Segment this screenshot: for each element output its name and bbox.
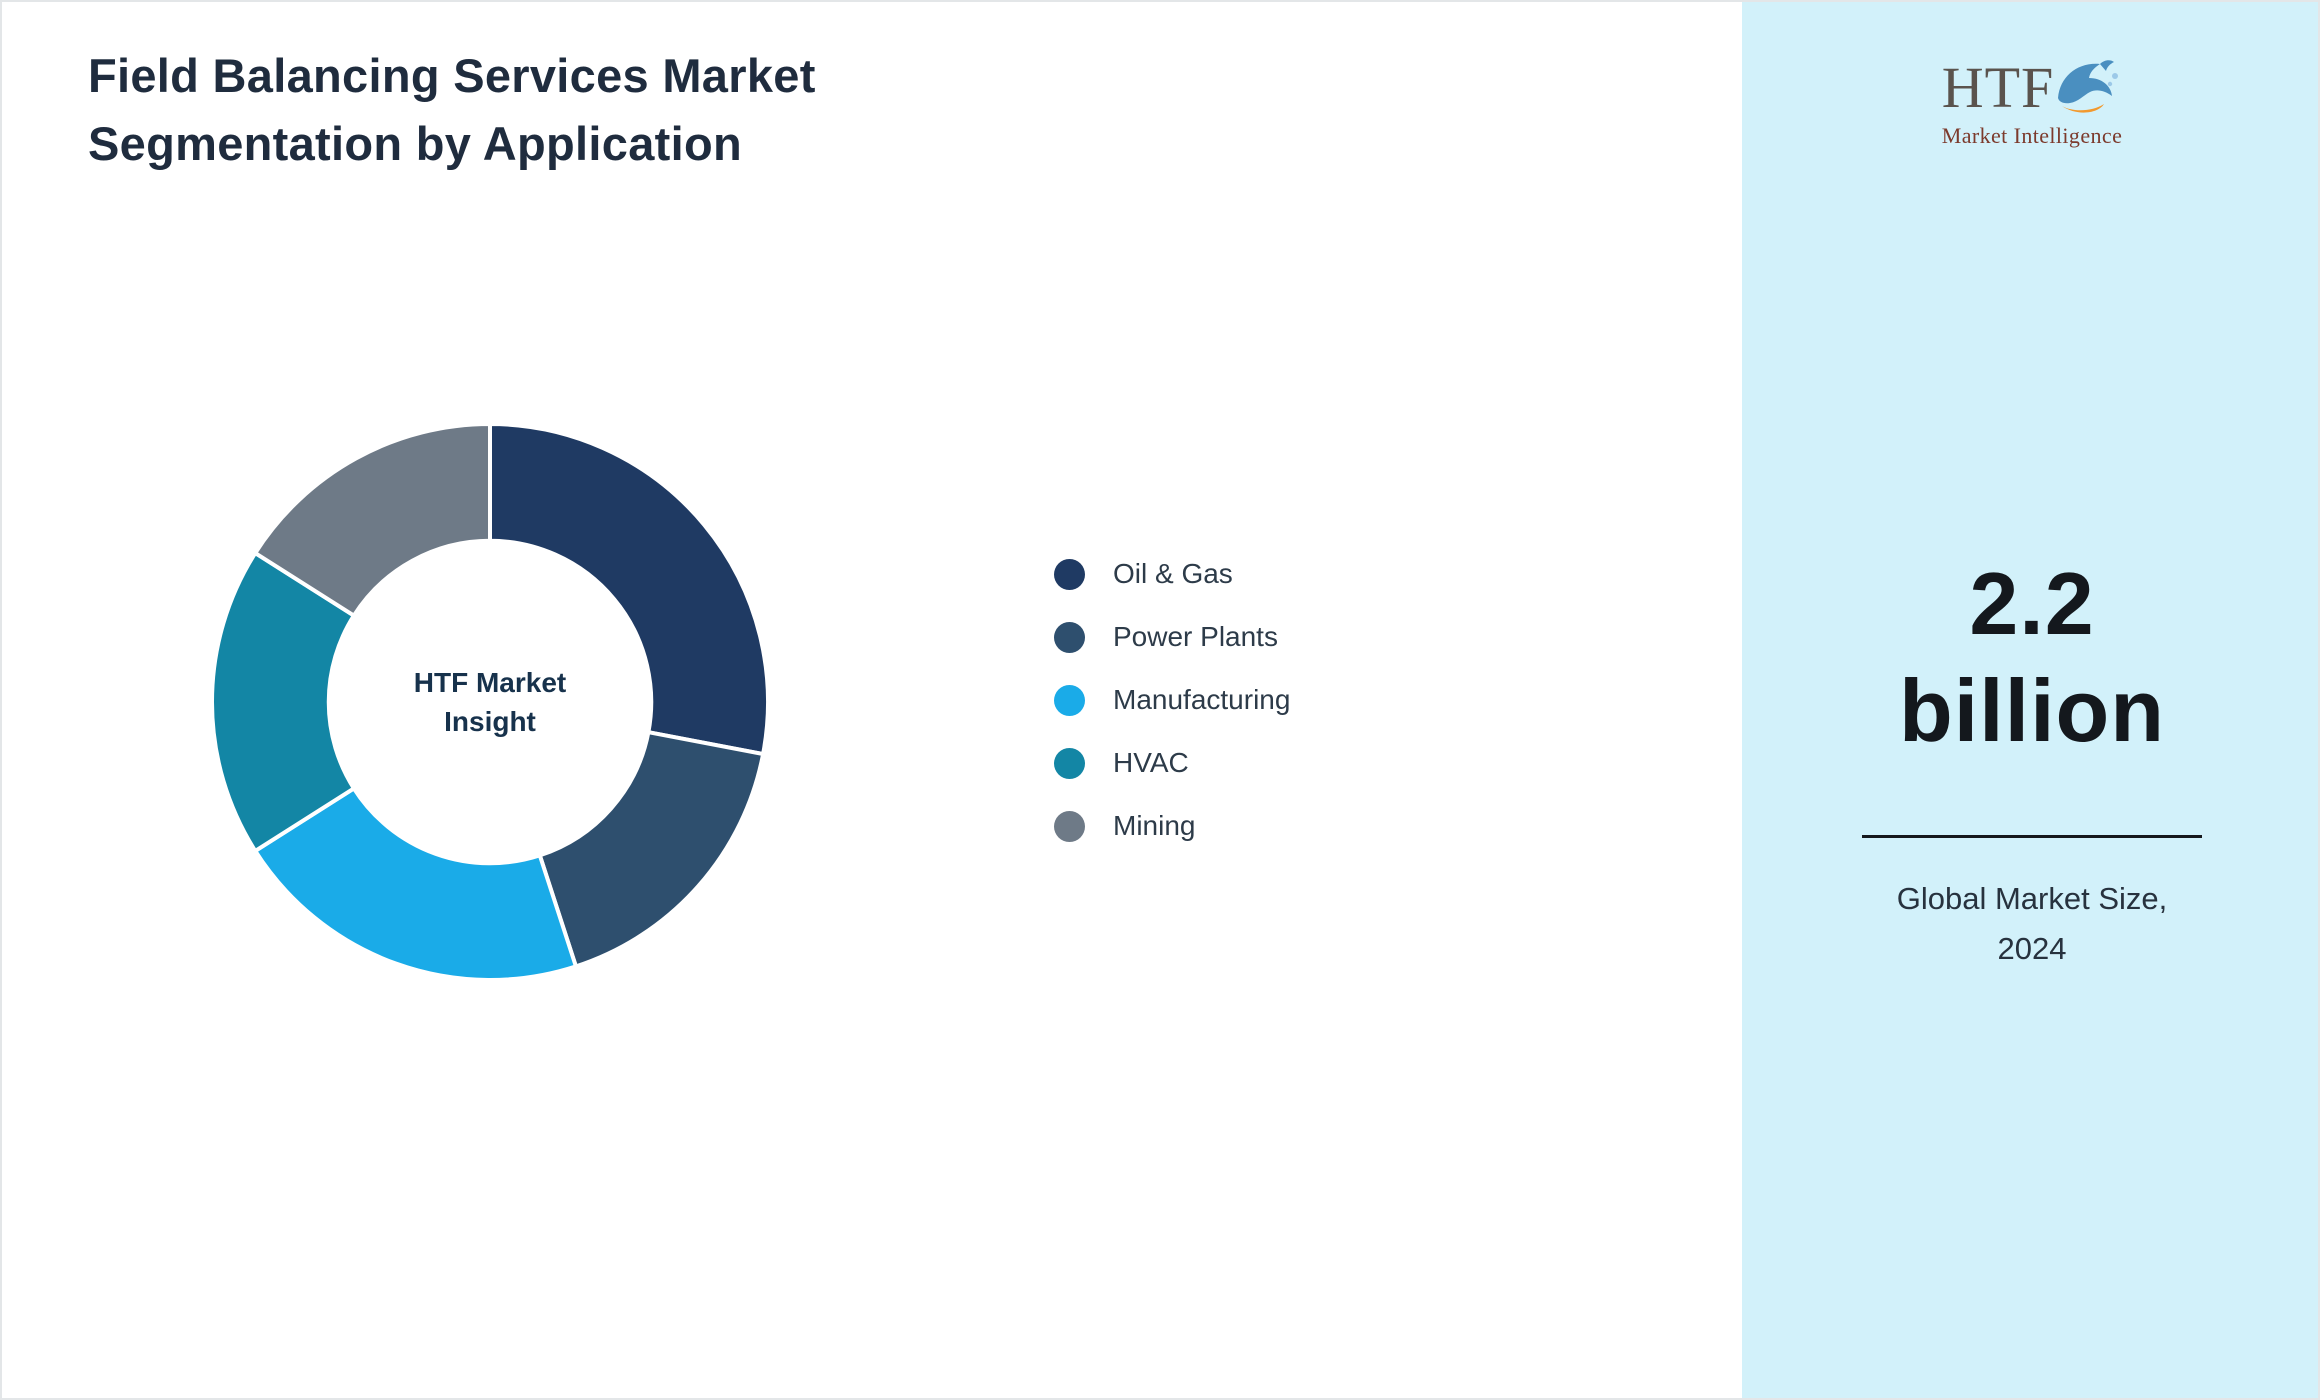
legend-label: HVAC [1113, 747, 1189, 778]
page-title: Field Balancing Services Market Segmenta… [88, 42, 816, 178]
donut-chart [202, 414, 778, 990]
stat-caption: Global Market Size, 2024 [1742, 874, 2318, 974]
legend-label: Mining [1113, 810, 1196, 841]
legend-swatch-icon [1054, 558, 1085, 590]
legend-item-power-plants: Power Plants [1054, 621, 1290, 653]
legend-item-manufacturing: Manufacturing [1054, 684, 1290, 716]
legend-label: Oil & Gas [1113, 558, 1233, 589]
brand-logo-text: HTF [1941, 55, 2055, 120]
brand-logo: HTF Market Intelligence [1742, 55, 2318, 149]
stat-value: 2.2 billion [1742, 550, 2318, 764]
stat-caption-line1: Global Market Size, [1896, 881, 2168, 916]
legend-swatch-icon [1054, 747, 1085, 779]
legend-label: Manufacturing [1113, 684, 1291, 715]
legend-item-hvac: HVAC [1054, 747, 1290, 779]
legend-swatch-icon [1054, 621, 1085, 653]
donut-slice-power-plants [537, 730, 766, 969]
legend-item-mining: Mining [1054, 810, 1290, 842]
stat-sidebar: HTF Market Intelligence 2.2 billion [1742, 2, 2318, 1398]
stat-value-line2: billion [1898, 661, 2166, 760]
dolphin-logo-icon [2048, 54, 2122, 123]
legend-swatch-icon [1054, 684, 1085, 716]
stat-value-line1: 2.2 [1969, 554, 2095, 653]
chart-legend: Oil & Gas Power Plants Manufacturing HVAC Mi… [1054, 558, 1290, 842]
brand-logo-subtext: Market Intelligence [1941, 123, 2123, 148]
legend-label: Power Plants [1113, 621, 1278, 652]
legend-swatch-icon [1054, 810, 1085, 842]
stat-caption-line2: 2024 [1997, 931, 2067, 966]
donut-slice-manufacturing [253, 786, 578, 982]
donut-slice-oil-gas [488, 422, 770, 757]
chart-area: Field Balancing Services Market Segmenta… [2, 2, 1742, 1398]
stat-divider [1862, 835, 2202, 838]
page-title-line1: Field Balancing Services Market [88, 49, 816, 102]
page-title-line2: Segmentation by Application [88, 117, 742, 170]
donut-slice-mining [253, 422, 492, 618]
donut-slice-hvac [210, 551, 356, 853]
donut-chart-svg [210, 422, 770, 982]
legend-item-oil-gas: Oil & Gas [1054, 558, 1290, 590]
